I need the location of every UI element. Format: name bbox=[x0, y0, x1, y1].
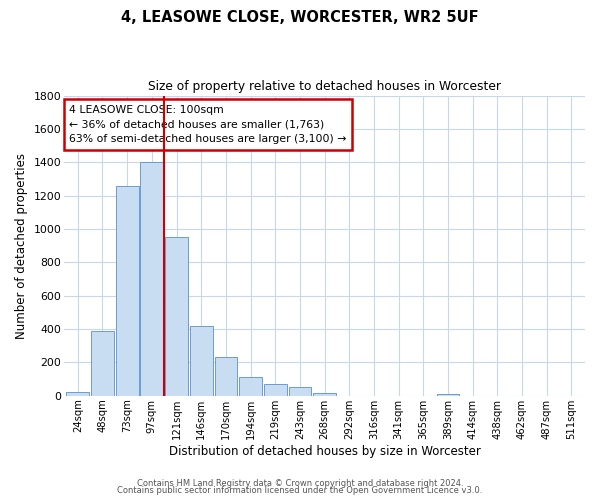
Bar bbox=[165, 238, 188, 396]
Bar bbox=[116, 186, 139, 396]
Bar bbox=[190, 326, 212, 396]
Text: 4, LEASOWE CLOSE, WORCESTER, WR2 5UF: 4, LEASOWE CLOSE, WORCESTER, WR2 5UF bbox=[121, 10, 479, 25]
Title: Size of property relative to detached houses in Worcester: Size of property relative to detached ho… bbox=[148, 80, 501, 93]
Bar bbox=[437, 394, 460, 396]
Bar bbox=[313, 394, 336, 396]
Text: Contains HM Land Registry data © Crown copyright and database right 2024.: Contains HM Land Registry data © Crown c… bbox=[137, 478, 463, 488]
Bar bbox=[239, 378, 262, 396]
Bar bbox=[289, 388, 311, 396]
Bar bbox=[140, 162, 163, 396]
Bar bbox=[67, 392, 89, 396]
Bar bbox=[264, 384, 287, 396]
Text: Contains public sector information licensed under the Open Government Licence v3: Contains public sector information licen… bbox=[118, 486, 482, 495]
Bar bbox=[215, 356, 237, 396]
X-axis label: Distribution of detached houses by size in Worcester: Distribution of detached houses by size … bbox=[169, 444, 481, 458]
Text: 4 LEASOWE CLOSE: 100sqm
← 36% of detached houses are smaller (1,763)
63% of semi: 4 LEASOWE CLOSE: 100sqm ← 36% of detache… bbox=[70, 104, 347, 144]
Y-axis label: Number of detached properties: Number of detached properties bbox=[15, 152, 28, 338]
Bar bbox=[91, 330, 114, 396]
